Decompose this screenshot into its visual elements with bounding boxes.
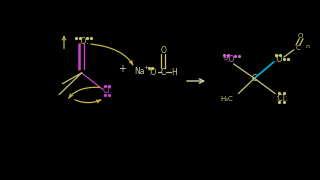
Text: +: + (144, 65, 148, 70)
Text: :O:: :O: (78, 37, 89, 46)
Text: Cl:: Cl: (102, 86, 112, 95)
Text: Na: Na (134, 67, 144, 76)
Text: n: n (305, 44, 309, 49)
Text: +: + (118, 64, 125, 74)
Text: O: O (298, 33, 303, 39)
Text: O: O (160, 46, 166, 55)
Text: :O: :O (274, 55, 283, 64)
Text: C: C (295, 45, 300, 51)
Text: H₃C: H₃C (221, 96, 234, 102)
Text: :Cl:: :Cl: (275, 94, 288, 103)
Text: :O: :O (226, 55, 235, 64)
Text: C: C (161, 68, 166, 76)
Text: C: C (252, 74, 257, 83)
Text: :O: :O (148, 68, 156, 76)
Text: H: H (172, 68, 177, 76)
Text: ⊖: ⊖ (223, 55, 228, 61)
